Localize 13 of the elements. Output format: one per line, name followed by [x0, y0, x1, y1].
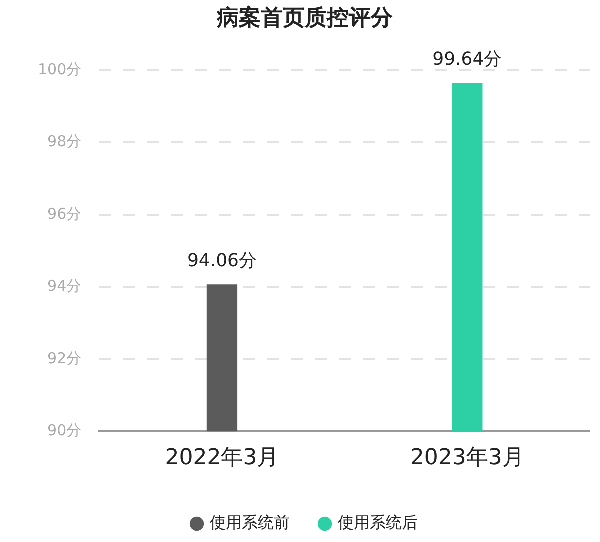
y-tick-label: 92分	[48, 349, 82, 368]
data-label: 94.06分	[187, 250, 257, 272]
legend-label: 使用系统后	[338, 513, 418, 532]
chart-title: 病案首页质控评分	[216, 4, 394, 31]
legend-label: 使用系统前	[210, 513, 290, 532]
x-tick-label: 2023年3月	[410, 446, 524, 471]
y-tick-label: 98分	[48, 132, 82, 151]
y-tick-label: 90分	[48, 421, 82, 440]
x-tick-label: 2022年3月	[165, 446, 280, 471]
y-tick-label: 100分	[38, 60, 82, 78]
y-tick-label: 96分	[48, 204, 82, 223]
data-label: 99.64分	[432, 49, 502, 70]
y-tick-label: 94分	[48, 277, 82, 296]
